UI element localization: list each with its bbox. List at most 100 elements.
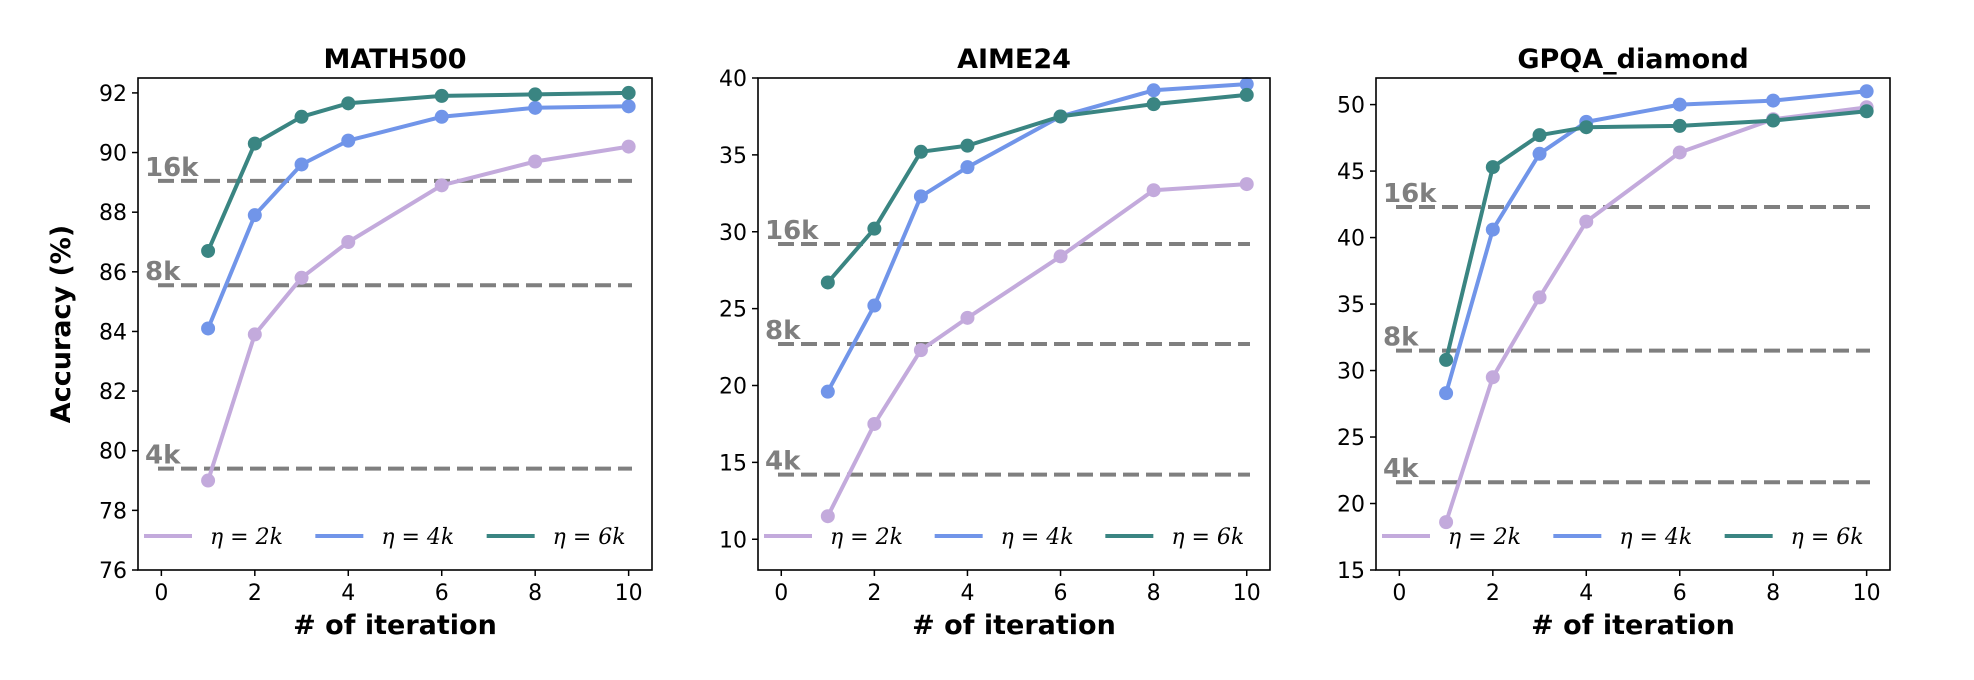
data-point bbox=[913, 343, 928, 358]
data-point bbox=[294, 157, 309, 172]
y-tick-label: 88 bbox=[99, 201, 127, 226]
data-point bbox=[247, 208, 262, 223]
data-point bbox=[1579, 214, 1594, 229]
reference-label-8k: 8k bbox=[145, 257, 181, 287]
series-line-eta-6k bbox=[206, 90, 629, 252]
y-tick-label: 86 bbox=[99, 261, 127, 286]
y-tick-label: 25 bbox=[719, 298, 747, 323]
data-point bbox=[528, 87, 543, 102]
y-tick-label: 78 bbox=[99, 499, 127, 524]
data-point bbox=[1053, 109, 1068, 124]
x-tick-label: 10 bbox=[615, 581, 643, 606]
data-point bbox=[1485, 160, 1500, 175]
y-tick-label: 40 bbox=[719, 67, 747, 92]
plot-area bbox=[757, 77, 1271, 571]
data-point bbox=[867, 416, 882, 431]
y-tick-label: 84 bbox=[99, 320, 127, 345]
reference-label-16k: 16k bbox=[145, 153, 199, 183]
y-tick-label: 40 bbox=[1337, 227, 1365, 252]
legend-label: η = 2k bbox=[210, 525, 283, 550]
y-tick-label: 92 bbox=[99, 82, 127, 107]
x-tick-label: 4 bbox=[341, 581, 355, 606]
data-point bbox=[913, 189, 928, 204]
data-point bbox=[1146, 183, 1161, 198]
data-point bbox=[294, 109, 309, 124]
chart-title: GPQA_diamond bbox=[1517, 44, 1748, 75]
chart-panel-2: 16k 8k 4k 0 2 4 6 8 10 15 20 25 30 35 40 45 50 GPQA_diamo… bbox=[1337, 44, 1891, 641]
x-tick-label: 0 bbox=[154, 581, 168, 606]
chart-panel-0: 16k 8k 4k 0 2 4 6 8 10 76 78 80 82 84 86 88 90 92 MATH500 #… bbox=[46, 44, 653, 641]
data-point bbox=[1146, 83, 1161, 98]
data-point bbox=[341, 133, 356, 148]
data-point bbox=[1859, 104, 1874, 119]
plot-area bbox=[137, 77, 653, 571]
x-tick-label: 0 bbox=[1392, 581, 1406, 606]
data-point bbox=[1859, 84, 1874, 99]
y-tick-label: 35 bbox=[719, 144, 747, 169]
data-point bbox=[867, 221, 882, 236]
legend-label: η = 4k bbox=[1619, 525, 1692, 550]
data-point bbox=[247, 136, 262, 151]
y-tick-label: 15 bbox=[1337, 559, 1365, 584]
data-point bbox=[1239, 177, 1254, 192]
x-tick-label: 8 bbox=[1766, 581, 1780, 606]
y-tick-label: 35 bbox=[1337, 293, 1365, 318]
data-point bbox=[1439, 515, 1454, 530]
data-point bbox=[867, 298, 882, 313]
y-tick-label: 30 bbox=[719, 221, 747, 246]
x-tick-label: 2 bbox=[248, 581, 262, 606]
legend-label: η = 2k bbox=[1448, 525, 1521, 550]
plot-area bbox=[1375, 77, 1891, 571]
y-tick-label: 10 bbox=[719, 528, 747, 553]
series-line-eta-6k bbox=[1444, 109, 1867, 361]
y-tick-label: 50 bbox=[1337, 94, 1365, 119]
data-point bbox=[341, 235, 356, 249]
legend-label: η = 6k bbox=[1171, 525, 1244, 550]
data-point bbox=[1053, 249, 1068, 264]
legend-label: η = 4k bbox=[1001, 525, 1074, 550]
reference-label-16k: 16k bbox=[1383, 179, 1437, 209]
x-tick-label: 6 bbox=[1054, 581, 1068, 606]
x-tick-label: 10 bbox=[1853, 581, 1881, 606]
x-tick-label: 4 bbox=[1579, 581, 1593, 606]
x-tick-label: 6 bbox=[435, 581, 449, 606]
series-line-eta-4k bbox=[206, 104, 629, 330]
data-point bbox=[621, 85, 636, 100]
y-tick-label: 80 bbox=[99, 440, 127, 465]
y-tick-label: 30 bbox=[1337, 360, 1365, 385]
data-point bbox=[1239, 87, 1254, 102]
data-point bbox=[960, 310, 975, 325]
x-tick-label: 2 bbox=[867, 581, 881, 606]
y-tick-label: 45 bbox=[1337, 160, 1365, 185]
y-tick-label: 90 bbox=[99, 142, 127, 167]
legend-label: η = 6k bbox=[1791, 525, 1864, 550]
data-point bbox=[1485, 370, 1500, 385]
data-point bbox=[1146, 97, 1161, 112]
data-point bbox=[1532, 146, 1547, 161]
y-tick-label: 20 bbox=[1337, 493, 1365, 518]
data-point bbox=[913, 144, 928, 159]
y-tick-label: 25 bbox=[1337, 426, 1365, 451]
data-point bbox=[1532, 128, 1547, 143]
reference-label-4k: 4k bbox=[1383, 454, 1419, 484]
reference-label-8k: 8k bbox=[1383, 323, 1419, 353]
legend-label: η = 6k bbox=[553, 525, 626, 550]
x-tick-label: 4 bbox=[960, 581, 974, 606]
y-axis-label: Accuracy (%) bbox=[46, 225, 77, 423]
x-axis-label: # of iteration bbox=[912, 610, 1116, 641]
legend-label: η = 4k bbox=[381, 525, 454, 550]
series-line-eta-2k bbox=[826, 182, 1247, 518]
y-tick-label: 20 bbox=[719, 375, 747, 400]
data-point bbox=[1485, 222, 1500, 237]
data-point bbox=[1766, 113, 1781, 128]
data-point bbox=[201, 321, 216, 336]
data-point bbox=[621, 139, 636, 154]
x-tick-label: 6 bbox=[1673, 581, 1687, 606]
data-point bbox=[528, 154, 543, 169]
data-point bbox=[434, 88, 449, 103]
data-point bbox=[1672, 118, 1687, 133]
y-tick-label: 82 bbox=[99, 380, 127, 405]
data-point bbox=[434, 178, 449, 193]
reference-label-16k: 16k bbox=[765, 216, 819, 246]
data-point bbox=[820, 275, 835, 290]
